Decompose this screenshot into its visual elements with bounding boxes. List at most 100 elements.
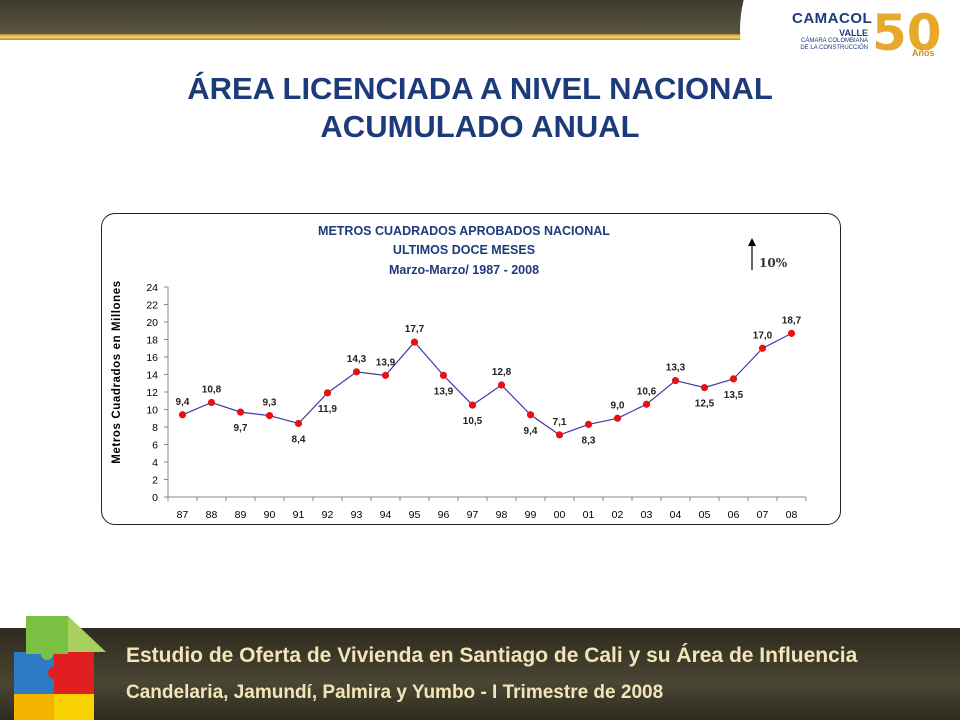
- growth-annotation: 10%: [748, 238, 788, 270]
- data-label: 9,0: [611, 400, 625, 411]
- camacol-logo: CAMACOL VALLE CÁMARA COLOMBIANA DE LA CO…: [792, 4, 952, 66]
- data-point: [439, 371, 448, 379]
- data-label: 10,5: [463, 416, 483, 427]
- logo-region: VALLE: [839, 28, 868, 38]
- data-point: [613, 414, 622, 422]
- x-tick-label: 03: [641, 509, 653, 521]
- data-point: [207, 398, 216, 407]
- header-swoosh: [740, 0, 960, 48]
- data-point: [381, 371, 390, 379]
- data-point: [584, 420, 593, 428]
- y-tick-label: 2: [152, 475, 158, 487]
- data-point: [468, 401, 477, 409]
- y-tick-label: 18: [146, 335, 158, 347]
- data-label: 12,8: [492, 367, 512, 378]
- growth-annotation-label: 10%: [759, 256, 788, 270]
- data-point: [526, 411, 535, 419]
- x-tick-label: 88: [206, 509, 218, 521]
- x-tick-label: 07: [757, 509, 769, 521]
- x-tick-label: 96: [438, 509, 450, 521]
- data-label: 14,3: [347, 354, 367, 365]
- x-tick-label: 04: [670, 509, 682, 521]
- data-point: [497, 381, 506, 389]
- footer-band: [0, 628, 960, 720]
- footer-study-subtitle: Candelaria, Jamundí, Palmira y Yumbo - I…: [126, 682, 664, 703]
- data-label: 18,7: [782, 315, 802, 326]
- data-label: 13,9: [434, 386, 454, 397]
- data-point: [323, 389, 332, 397]
- logo-tagline-2: DE LA CONSTRUCCIÓN: [800, 45, 868, 51]
- data-labels: 9,4 10,8 9,7 9,3 8,4 11,9 14,3 13,9 17,7 13,9 10,5…: [176, 315, 802, 446]
- data-label: 7,1: [553, 417, 567, 428]
- y-tick-label: 8: [152, 422, 158, 434]
- logo-text-block: CAMACOL VALLE CÁMARA COLOMBIANA DE LA CO…: [792, 10, 872, 52]
- data-point: [410, 338, 419, 346]
- data-label: 13,9: [376, 357, 396, 368]
- data-point: [178, 411, 187, 419]
- chart-axes: [167, 287, 806, 498]
- series-line: [182, 332, 792, 436]
- data-label: 10,8: [202, 385, 222, 396]
- data-label: 13,3: [666, 363, 686, 374]
- data-point: [642, 400, 651, 408]
- puzzle-logo-icon: [14, 616, 106, 720]
- series-markers: [178, 329, 796, 439]
- slide-title: ÁREA LICENCIADA A NIVEL NACIONAL ACUMULA…: [60, 70, 900, 146]
- x-tick-label: 95: [409, 509, 421, 521]
- x-tick-label: 02: [612, 509, 624, 521]
- logo-anniversary-label: Años: [912, 48, 935, 58]
- x-tick-label: 01: [583, 509, 595, 521]
- slide-title-line-1: ÁREA LICENCIADA A NIVEL NACIONAL: [187, 71, 773, 106]
- data-point: [758, 344, 767, 352]
- y-tick-label: 20: [146, 317, 158, 329]
- footer-study-title: Estudio de Oferta de Vivienda en Santiag…: [126, 644, 858, 667]
- data-point: [555, 431, 564, 439]
- chart-title-line-2: ULTIMOS DOCE MESES: [393, 243, 535, 257]
- header-gold-strip: [0, 34, 960, 40]
- x-tick-label: 98: [496, 509, 508, 521]
- y-tick-label: 0: [152, 492, 158, 504]
- y-tick-label: 12: [146, 387, 158, 399]
- data-point: [265, 412, 274, 420]
- line-chart: METROS CUADRADOS APROBADOS NACIONAL ULTI…: [111, 224, 807, 521]
- y-tick-label: 4: [152, 457, 158, 469]
- y-tick-label: 14: [146, 370, 158, 382]
- data-label: 17,7: [405, 324, 425, 335]
- x-axis-ticks: 87 88 89 90 91 92 93 94 95 96 97 98 99 00 01 02 03 04 05 06…: [167, 497, 807, 521]
- x-tick-label: 97: [467, 509, 479, 521]
- x-tick-label: 90: [264, 509, 276, 521]
- y-tick-label: 6: [152, 440, 158, 452]
- logo-anniversary-number: 50: [872, 4, 942, 62]
- x-tick-label: 89: [235, 509, 247, 521]
- footer: Estudio de Oferta de Vivienda en Santiag…: [0, 606, 960, 720]
- data-point: [294, 419, 303, 428]
- header-band: [0, 0, 960, 48]
- data-label: 11,9: [318, 404, 337, 415]
- x-tick-label: 00: [554, 509, 566, 521]
- data-label: 9,7: [234, 423, 248, 434]
- x-tick-label: 05: [699, 509, 711, 521]
- x-tick-label: 08: [786, 509, 798, 521]
- data-label: 17,0: [753, 330, 773, 341]
- slide-title-line-2: ACUMULADO ANUAL: [320, 109, 640, 144]
- logo-tagline-1: CÁMARA COLOMBIANA: [800, 38, 868, 44]
- data-label: 10,6: [637, 386, 657, 397]
- data-point: [671, 377, 680, 385]
- data-point: [352, 368, 361, 376]
- data-point: [700, 384, 709, 392]
- chart-title-line-3: Marzo-Marzo/ 1987 - 2008: [389, 263, 539, 277]
- data-label: 9,3: [263, 398, 277, 409]
- data-label: 12,5: [695, 399, 715, 410]
- y-tick-label: 10: [146, 405, 158, 417]
- y-tick-label: 16: [146, 352, 158, 364]
- x-tick-label: 99: [525, 509, 537, 521]
- data-label: 13,5: [724, 390, 744, 401]
- data-label: 8,3: [582, 435, 596, 446]
- chart-title-line-1: METROS CUADRADOS APROBADOS NACIONAL: [318, 224, 610, 238]
- x-tick-label: 94: [380, 509, 392, 521]
- y-axis-label: Metros Cuadrados en Millones: [111, 280, 123, 464]
- x-tick-label: 91: [293, 509, 305, 521]
- data-label: 9,4: [524, 426, 538, 437]
- y-tick-label: 24: [146, 282, 158, 294]
